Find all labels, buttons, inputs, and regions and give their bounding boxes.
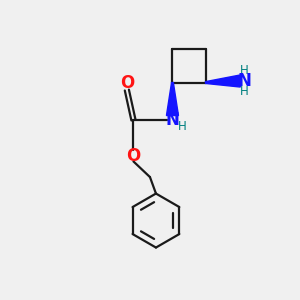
Text: H: H <box>178 120 186 133</box>
Polygon shape <box>167 82 178 116</box>
Text: H: H <box>240 85 249 98</box>
Text: O: O <box>120 74 134 92</box>
Text: N: N <box>166 111 179 129</box>
Text: N: N <box>238 72 251 90</box>
Polygon shape <box>206 75 240 87</box>
Text: H: H <box>240 64 249 77</box>
Text: O: O <box>126 147 141 165</box>
